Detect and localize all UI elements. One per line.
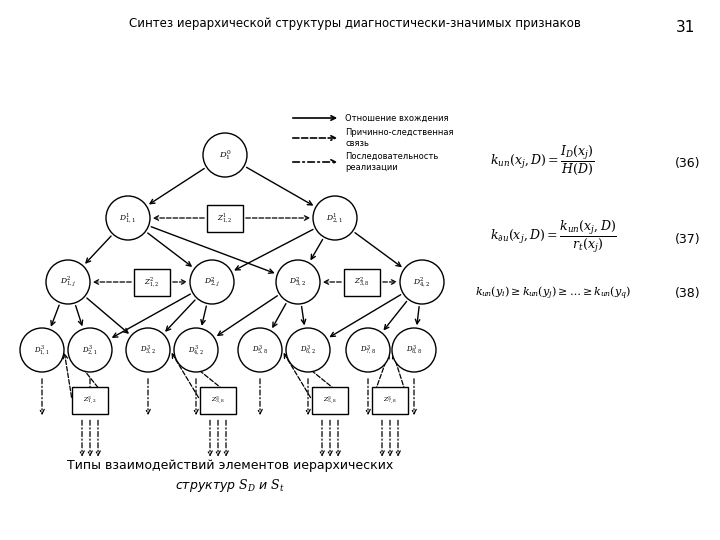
Text: 31: 31: [675, 20, 695, 35]
Circle shape: [174, 328, 218, 372]
Circle shape: [68, 328, 112, 372]
Text: $D^3_{2,1}$: $D^3_{2,1}$: [82, 343, 98, 357]
Circle shape: [203, 133, 247, 177]
Circle shape: [238, 328, 282, 372]
Text: (37): (37): [675, 233, 700, 246]
Text: $D^2_{3,2}$: $D^2_{3,2}$: [289, 275, 307, 289]
Text: структур $\boldsymbol{S_D}$ и $\boldsymbol{S_t}$: структур $\boldsymbol{S_D}$ и $\boldsymb…: [175, 476, 285, 494]
Circle shape: [20, 328, 64, 372]
Text: Последовательность
реализации: Последовательность реализации: [345, 152, 438, 172]
Circle shape: [400, 260, 444, 304]
Circle shape: [286, 328, 330, 372]
Text: (38): (38): [675, 287, 700, 300]
Text: Типы взаимодействий элементов иерархических: Типы взаимодействий элементов иерархичес…: [67, 458, 393, 471]
Text: $D^3_{8,8}$: $D^3_{8,8}$: [406, 343, 422, 357]
Circle shape: [190, 260, 234, 304]
Text: $D^1_{1,1}$: $D^1_{1,1}$: [120, 211, 137, 225]
Text: $D^2_{1,j}$: $D^2_{1,j}$: [60, 275, 76, 289]
Text: $k_{un}(x_j,D) = \dfrac{I_D(x_j)}{H(D)}$: $k_{un}(x_j,D) = \dfrac{I_D(x_j)}{H(D)}$: [490, 144, 595, 177]
Text: (36): (36): [675, 157, 700, 170]
Text: $k_{\partial u}(x_j,D) = \dfrac{k_{un}(x_j,D)}{r_t(x_j)}$: $k_{\partial u}(x_j,D) = \dfrac{k_{un}(x…: [490, 219, 617, 255]
Text: $D^0_1$: $D^0_1$: [219, 148, 231, 162]
Text: $k_{u\!n}(y_i) \geq k_{u\!n}(y_j) \geq \ldots \geq k_{u\!n}(y_q)$: $k_{u\!n}(y_i) \geq k_{u\!n}(y_j) \geq \…: [475, 284, 631, 302]
FancyBboxPatch shape: [372, 387, 408, 414]
Text: $D^3_{3,2}$: $D^3_{3,2}$: [140, 343, 156, 357]
Text: $Z^2_{3,8}$: $Z^2_{3,8}$: [354, 275, 370, 289]
Circle shape: [392, 328, 436, 372]
Text: $D^3_{4,2}$: $D^3_{4,2}$: [188, 343, 204, 357]
Text: Отношение вхождения: Отношение вхождения: [345, 113, 449, 123]
Text: Причинно-следственная
связь: Причинно-следственная связь: [345, 129, 454, 148]
Text: $D^1_{2,1}$: $D^1_{2,1}$: [326, 211, 343, 225]
Text: $Z^2_{1,2}$: $Z^2_{1,2}$: [144, 275, 160, 289]
Text: $D^2_{2,j}$: $D^2_{2,j}$: [204, 275, 220, 289]
Text: Синтез иерархической структуры диагностически-значимых признаков: Синтез иерархической структуры диагности…: [129, 17, 581, 30]
Text: $Z^3_{1,2}$: $Z^3_{1,2}$: [83, 394, 97, 406]
Text: $D^3_{6,2}$: $D^3_{6,2}$: [300, 343, 316, 357]
FancyBboxPatch shape: [134, 268, 170, 295]
Text: $D^2_{4,2}$: $D^2_{4,2}$: [413, 275, 431, 289]
Text: $Z^3_{3,8}$: $Z^3_{3,8}$: [211, 394, 225, 406]
Circle shape: [276, 260, 320, 304]
FancyBboxPatch shape: [207, 205, 243, 232]
Text: $D^3_{5,8}$: $D^3_{5,8}$: [252, 343, 268, 357]
FancyBboxPatch shape: [72, 387, 108, 414]
FancyBboxPatch shape: [200, 387, 236, 414]
Text: $D^3_{7,8}$: $D^3_{7,8}$: [360, 343, 376, 357]
Circle shape: [313, 196, 357, 240]
Text: $Z^3_{5,8}$: $Z^3_{5,8}$: [323, 394, 337, 406]
Text: $D^3_{1,1}$: $D^3_{1,1}$: [34, 343, 50, 357]
Circle shape: [46, 260, 90, 304]
Text: $Z^1_{1,2}$: $Z^1_{1,2}$: [217, 211, 233, 225]
Text: $Z^3_{7,8}$: $Z^3_{7,8}$: [383, 394, 397, 406]
Circle shape: [106, 196, 150, 240]
Circle shape: [346, 328, 390, 372]
Circle shape: [126, 328, 170, 372]
FancyBboxPatch shape: [344, 268, 380, 295]
FancyBboxPatch shape: [312, 387, 348, 414]
